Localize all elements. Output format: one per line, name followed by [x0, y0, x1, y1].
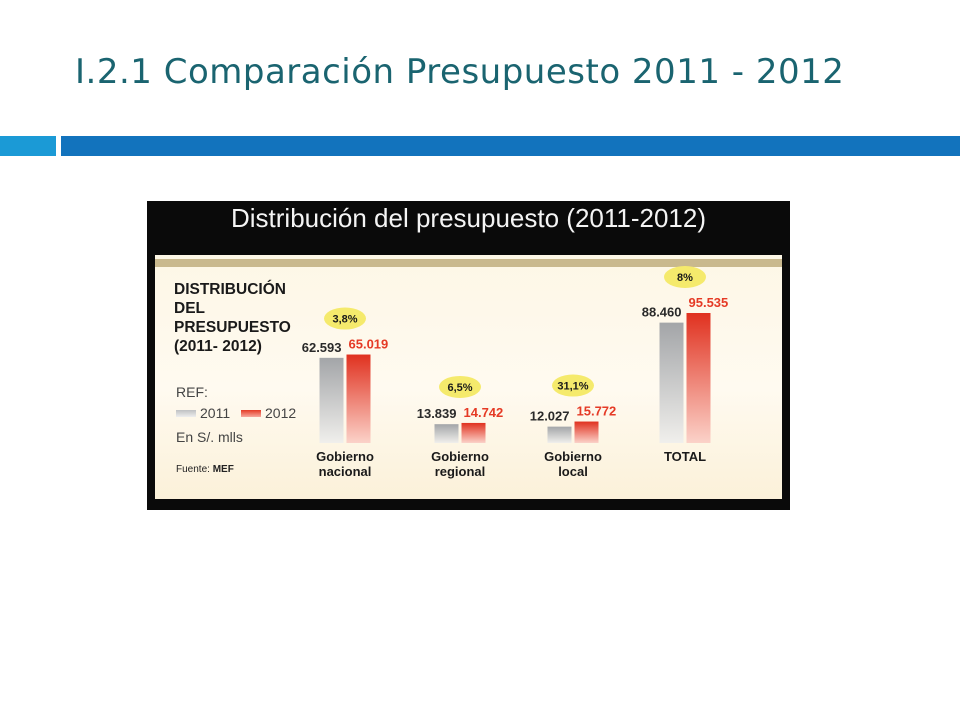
data-label-2011-2: 13.839: [417, 406, 457, 421]
growth-badge-1: [324, 307, 366, 330]
slide-title: I.2.1 Comparación Presupuesto 2011 - 201…: [75, 52, 845, 92]
legend-swatch-2011: [176, 409, 196, 417]
source-label: Fuente: MEF: [176, 464, 234, 475]
data-label-2012-2: 14.742: [464, 405, 504, 420]
category-label-line: local: [558, 464, 588, 479]
category-label-line: Gobierno: [316, 449, 374, 464]
category-label-line: nacional: [319, 464, 372, 479]
bar-2011-2: [434, 424, 459, 443]
infographic-title: Distribución del presupuesto (2011-2012): [230, 203, 707, 233]
category-label-line: Gobierno: [544, 449, 602, 464]
source-name: MEF: [212, 464, 234, 475]
data-label-2012-3: 15.772: [577, 404, 617, 419]
budget-infographic: Distribución del presupuesto (2011-2012)…: [147, 201, 790, 510]
bar-2012-3: [574, 421, 599, 443]
growth-badge-3: [552, 374, 594, 397]
legend-swatch-2012: [241, 409, 261, 417]
bar-2011-3: [547, 426, 572, 443]
title-underline-accent: [0, 136, 56, 156]
category-label-4: TOTAL: [664, 449, 706, 464]
growth-label-1: 3,8%: [332, 314, 357, 326]
title-underline-bar: [61, 136, 960, 156]
category-label-line: Gobierno: [431, 449, 489, 464]
data-label-2011-4: 88.460: [642, 305, 682, 320]
bar-2011-4: [659, 322, 684, 443]
bar-2012-2: [461, 422, 486, 443]
legend-label-2012: 2012: [265, 405, 297, 421]
growth-badge-4: [664, 266, 706, 288]
data-label-2012-1: 65.019: [349, 337, 389, 352]
growth-badge-2: [439, 375, 481, 398]
legend-item-2011: 2011: [176, 405, 230, 421]
growth-label-3: 31,1%: [557, 381, 588, 393]
legend-item-2012: 2012: [241, 405, 296, 421]
category-label-line: regional: [435, 464, 486, 479]
panel-heading: DISTRIBUCIÓN DEL PRESUPUESTO (2011- 2012…: [174, 281, 291, 355]
category-label-2: Gobierno regional: [431, 449, 489, 479]
data-label-2011-1: 62.593: [302, 340, 342, 355]
unit-label: En S/. mlls: [176, 429, 243, 445]
category-label-line: TOTAL: [664, 449, 706, 464]
legend-label-2011: 2011: [200, 405, 231, 421]
infographic-panel: DISTRIBUCIÓN DEL PRESUPUESTO (2011- 2012…: [155, 255, 782, 499]
growth-label-4: 8%: [677, 272, 693, 284]
legend-ref-label: REF:: [176, 384, 208, 400]
bar-2012-4: [686, 313, 711, 443]
growth-label-2: 6,5%: [447, 382, 472, 394]
panel-band: [155, 259, 782, 267]
data-label-2011-3: 12.027: [530, 409, 570, 424]
data-label-2012-4: 95.535: [689, 295, 729, 310]
bar-2012-1: [346, 354, 371, 443]
source-prefix: Fuente:: [176, 464, 213, 475]
bar-2011-1: [319, 357, 344, 443]
category-label-3: Gobierno local: [544, 449, 602, 479]
category-label-1: Gobierno nacional: [316, 449, 374, 479]
